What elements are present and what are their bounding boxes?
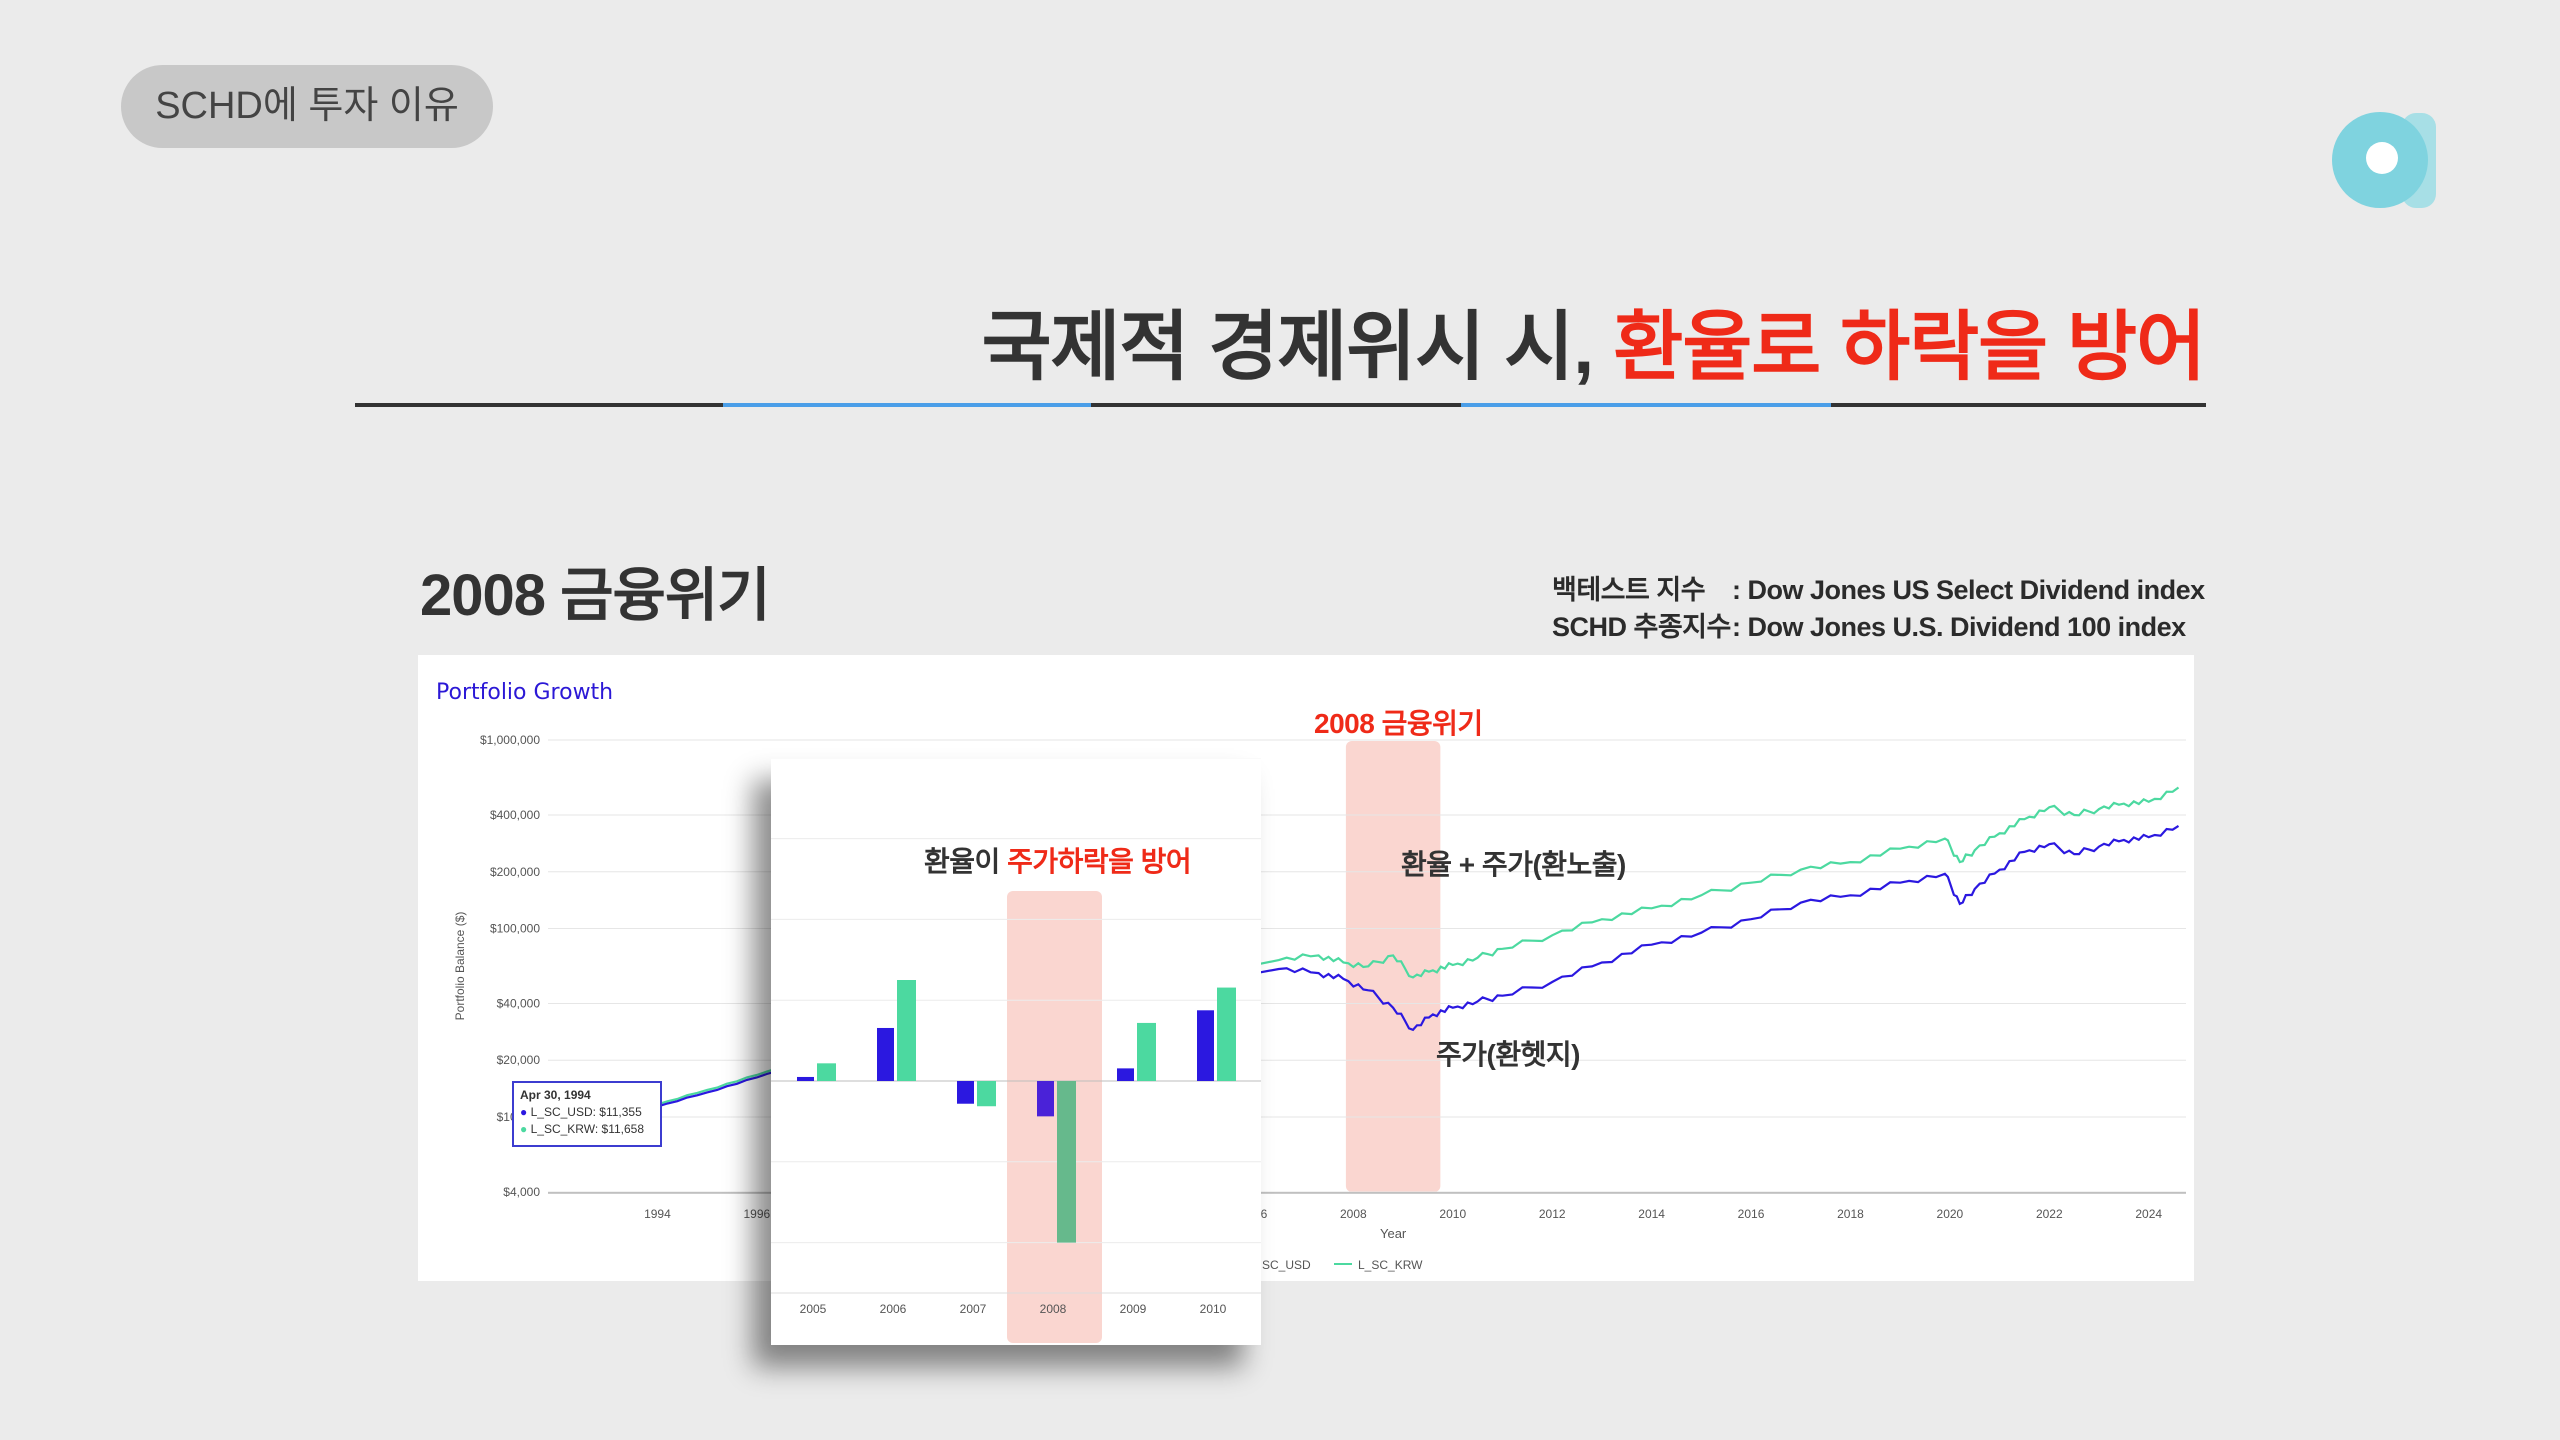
brand-logo-icon bbox=[2332, 112, 2436, 208]
note-key: SCHD 추종지수 bbox=[1552, 612, 1731, 642]
title-rule-1 bbox=[355, 403, 723, 407]
page-headline: 국제적 경제위시 시, 환율로 하락을 방어 bbox=[981, 285, 2206, 395]
title-rule-4 bbox=[1461, 403, 1831, 407]
x-tick-label: 1996 bbox=[743, 1207, 770, 1221]
inset-x-tick-label: 2008 bbox=[1040, 1302, 1067, 1316]
title-rule-3 bbox=[1091, 403, 1461, 407]
index-note-backtest: 백테스트 지수 : Dow Jones US Select Dividend in… bbox=[1552, 568, 2205, 607]
bar-2005-series-1 bbox=[797, 1076, 814, 1081]
logo-hole bbox=[2366, 142, 2398, 174]
title-rule-5 bbox=[1831, 403, 2206, 407]
chart-title: Portfolio Growth bbox=[436, 680, 614, 705]
bar-2010-series-2 bbox=[1217, 987, 1236, 1081]
x-tick-label: 2018 bbox=[1837, 1207, 1864, 1221]
y-tick-label: $4,000 bbox=[503, 1185, 540, 1199]
x-tick-label: 2014 bbox=[1638, 1207, 1665, 1221]
crisis-label: 2008 금융위기 bbox=[1314, 708, 1483, 739]
title-rule-2 bbox=[723, 403, 1091, 407]
note-key: 백테스트 지수 bbox=[1552, 575, 1706, 605]
x-tick-label: 1994 bbox=[644, 1207, 671, 1221]
bar-2006-series-2 bbox=[897, 980, 916, 1081]
portfolio-growth-chart: $1,000,000 $400,000 $200,000 $100,000 $40,00… bbox=[418, 655, 2194, 1281]
inset-annotation-highlight: 주가하락을 방어 bbox=[1007, 846, 1192, 877]
tooltip-line-usd: ● L_SC_USD: $11,355 bbox=[520, 1105, 642, 1119]
bar-2010-series-1 bbox=[1197, 1010, 1214, 1081]
annotation-krw: 환율 + 주가(환노출) bbox=[1401, 849, 1626, 880]
crisis-highlight-band bbox=[1345, 741, 1441, 1192]
bar-2007-series-2 bbox=[977, 1081, 996, 1107]
inset-x-tick-label: 2005 bbox=[800, 1302, 827, 1316]
x-tick-label: 2016 bbox=[1738, 1207, 1765, 1221]
section-title: 2008 금융위기 bbox=[420, 563, 771, 628]
series-line-l-sc-usd bbox=[657, 824, 2180, 1108]
tooltip-date: Apr 30, 1994 bbox=[520, 1088, 591, 1102]
crisis-highlight-band bbox=[1007, 891, 1102, 1343]
bar-2005-series-2 bbox=[817, 1063, 836, 1081]
x-tick-label: 2022 bbox=[2036, 1207, 2063, 1221]
y-axis-title: Portfolio Balance ($) bbox=[453, 912, 467, 1021]
bar-2009-series-2 bbox=[1137, 1022, 1156, 1081]
bar-2007-series-1 bbox=[957, 1081, 974, 1104]
headline-dark: 국제적 경제위시 시, bbox=[981, 305, 1614, 390]
x-tick-label: 2012 bbox=[1539, 1207, 1566, 1221]
x-tick-label: 2020 bbox=[1937, 1207, 1964, 1221]
tooltip-value-krw: L_SC_KRW: $11,658 bbox=[530, 1122, 645, 1136]
inset-x-tick-label: 2010 bbox=[1200, 1302, 1227, 1316]
x-tick-label: 2024 bbox=[2135, 1207, 2162, 1221]
note-value: : Dow Jones US Select Dividend index bbox=[1732, 575, 2205, 605]
y-tick-label: $40,000 bbox=[497, 997, 541, 1011]
chart-tooltip: Apr 30, 1994 ● L_SC_USD: $11,355 ● L_SC_… bbox=[512, 1081, 662, 1147]
note-value: : Dow Jones U.S. Dividend 100 index bbox=[1732, 612, 2186, 642]
legend-label-krw: L_SC_KRW bbox=[1358, 1258, 1423, 1272]
annotation-usd: 주가(환헷지) bbox=[1436, 1039, 1580, 1070]
y-tick-label: $1,000,000 bbox=[480, 733, 540, 747]
inset-x-tick-label: 2009 bbox=[1120, 1302, 1147, 1316]
legend-label-usd: SC_USD bbox=[1262, 1258, 1311, 1272]
annual-return-svg: 2005 2006 2007 2008 2009 2010 bbox=[771, 758, 1261, 1343]
y-tick-label: $200,000 bbox=[490, 865, 540, 879]
inset-x-tick-label: 2006 bbox=[880, 1302, 907, 1316]
x-tick-label: 2010 bbox=[1439, 1207, 1466, 1221]
inset-x-tick-label: 2007 bbox=[960, 1302, 987, 1316]
y-tick-label: $20,000 bbox=[497, 1053, 541, 1067]
annual-return-inset: 2005 2006 2007 2008 2009 2010 bbox=[771, 758, 1261, 1345]
bar-2006-series-1 bbox=[877, 1027, 894, 1081]
headline-highlight: 환율로 하락을 방어 bbox=[1613, 305, 2206, 390]
inset-annotation-dark: 환율이 bbox=[924, 846, 1008, 877]
portfolio-growth-svg: $1,000,000 $400,000 $200,000 $100,000 $40,00… bbox=[453, 733, 2186, 1272]
inset-annotation: 환율이 주가하락을 방어 bbox=[924, 840, 1192, 880]
bar-2009-series-1 bbox=[1117, 1068, 1134, 1081]
bar-2008-series-1 bbox=[1037, 1081, 1054, 1117]
bar-2008-series-2 bbox=[1057, 1081, 1076, 1243]
tooltip-line-krw: ● L_SC_KRW: $11,658 bbox=[520, 1122, 645, 1136]
index-note-schd: SCHD 추종지수: Dow Jones U.S. Dividend 100 i… bbox=[1552, 605, 2186, 644]
section-tag: SCHD에 투자 이유 bbox=[121, 65, 493, 148]
x-axis-title: Year bbox=[1380, 1226, 1407, 1241]
series-line-l-sc-krw bbox=[657, 786, 2180, 1106]
y-tick-label: $100,000 bbox=[490, 921, 540, 935]
y-tick-label: $400,000 bbox=[490, 808, 540, 822]
tooltip-value-usd: L_SC_USD: $11,355 bbox=[530, 1105, 642, 1119]
x-tick-label: 2008 bbox=[1340, 1207, 1367, 1221]
